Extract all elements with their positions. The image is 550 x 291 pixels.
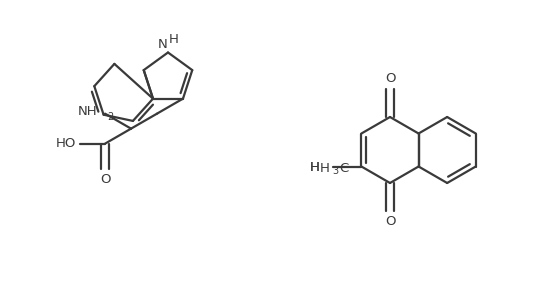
Text: C: C	[339, 162, 349, 175]
Text: HO: HO	[56, 137, 76, 150]
Text: H: H	[169, 33, 179, 46]
Text: O: O	[100, 173, 111, 186]
Text: O: O	[385, 72, 395, 86]
Text: 3: 3	[332, 166, 338, 177]
Text: H: H	[320, 162, 329, 175]
Text: NH: NH	[78, 105, 97, 118]
Text: H: H	[310, 161, 320, 174]
Text: 2: 2	[107, 112, 113, 122]
Text: H: H	[310, 161, 320, 174]
Text: N: N	[158, 38, 168, 51]
Text: O: O	[385, 214, 395, 228]
